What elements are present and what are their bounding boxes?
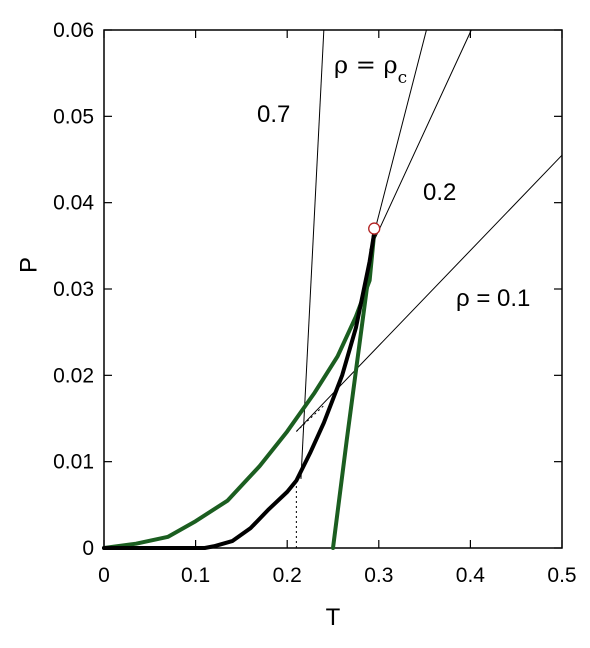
data-series — [102, 230, 377, 550]
isochore-label-0.2: 0.2 — [423, 179, 456, 206]
y-tick-label: 0.05 — [53, 105, 94, 128]
y-tick-label: 0.03 — [53, 278, 94, 301]
x-tick-label: 0.4 — [456, 564, 486, 587]
isochore-line — [295, 154, 563, 432]
isochore-label-rho-c: ρ = ρc — [334, 51, 407, 88]
dotted-line — [296, 405, 325, 432]
y-tick-label: 0.01 — [53, 451, 94, 474]
y-tick-label: 0.06 — [53, 19, 94, 42]
y-tick-label: 0 — [82, 537, 94, 560]
critical-point-layer — [368, 222, 381, 235]
isochore-line — [300, 29, 325, 479]
axis-ticks: 0 0.1 0.2 0.3 0.4 0.5 0 0.01 0.02 0.03 0.04 0.05 0.0… — [53, 19, 576, 587]
y-tick-label: 0.04 — [53, 192, 94, 215]
series-line — [102, 230, 377, 550]
isochore-label-0.7: 0.7 — [257, 101, 290, 128]
isochore-label-rho-0.1: ρ = 0.1 — [456, 285, 530, 312]
isochore-line — [369, 29, 472, 251]
x-tick-label: 0.2 — [273, 564, 302, 587]
x-tick-label: 0.1 — [181, 564, 210, 587]
y-tick-label: 0.02 — [53, 364, 94, 387]
y-axis-title: P — [15, 257, 42, 273]
isochore-lines — [295, 29, 563, 479]
x-tick-label: 0.5 — [547, 564, 576, 587]
isochore-line — [373, 29, 427, 234]
series-line — [331, 230, 377, 550]
x-axis-title: T — [326, 604, 341, 631]
critical-point-marker — [368, 222, 381, 235]
x-tick-label: 0 — [98, 564, 110, 587]
series-line — [102, 230, 377, 550]
dotted-guide-lines — [295, 405, 325, 548]
x-tick-label: 0.3 — [364, 564, 393, 587]
